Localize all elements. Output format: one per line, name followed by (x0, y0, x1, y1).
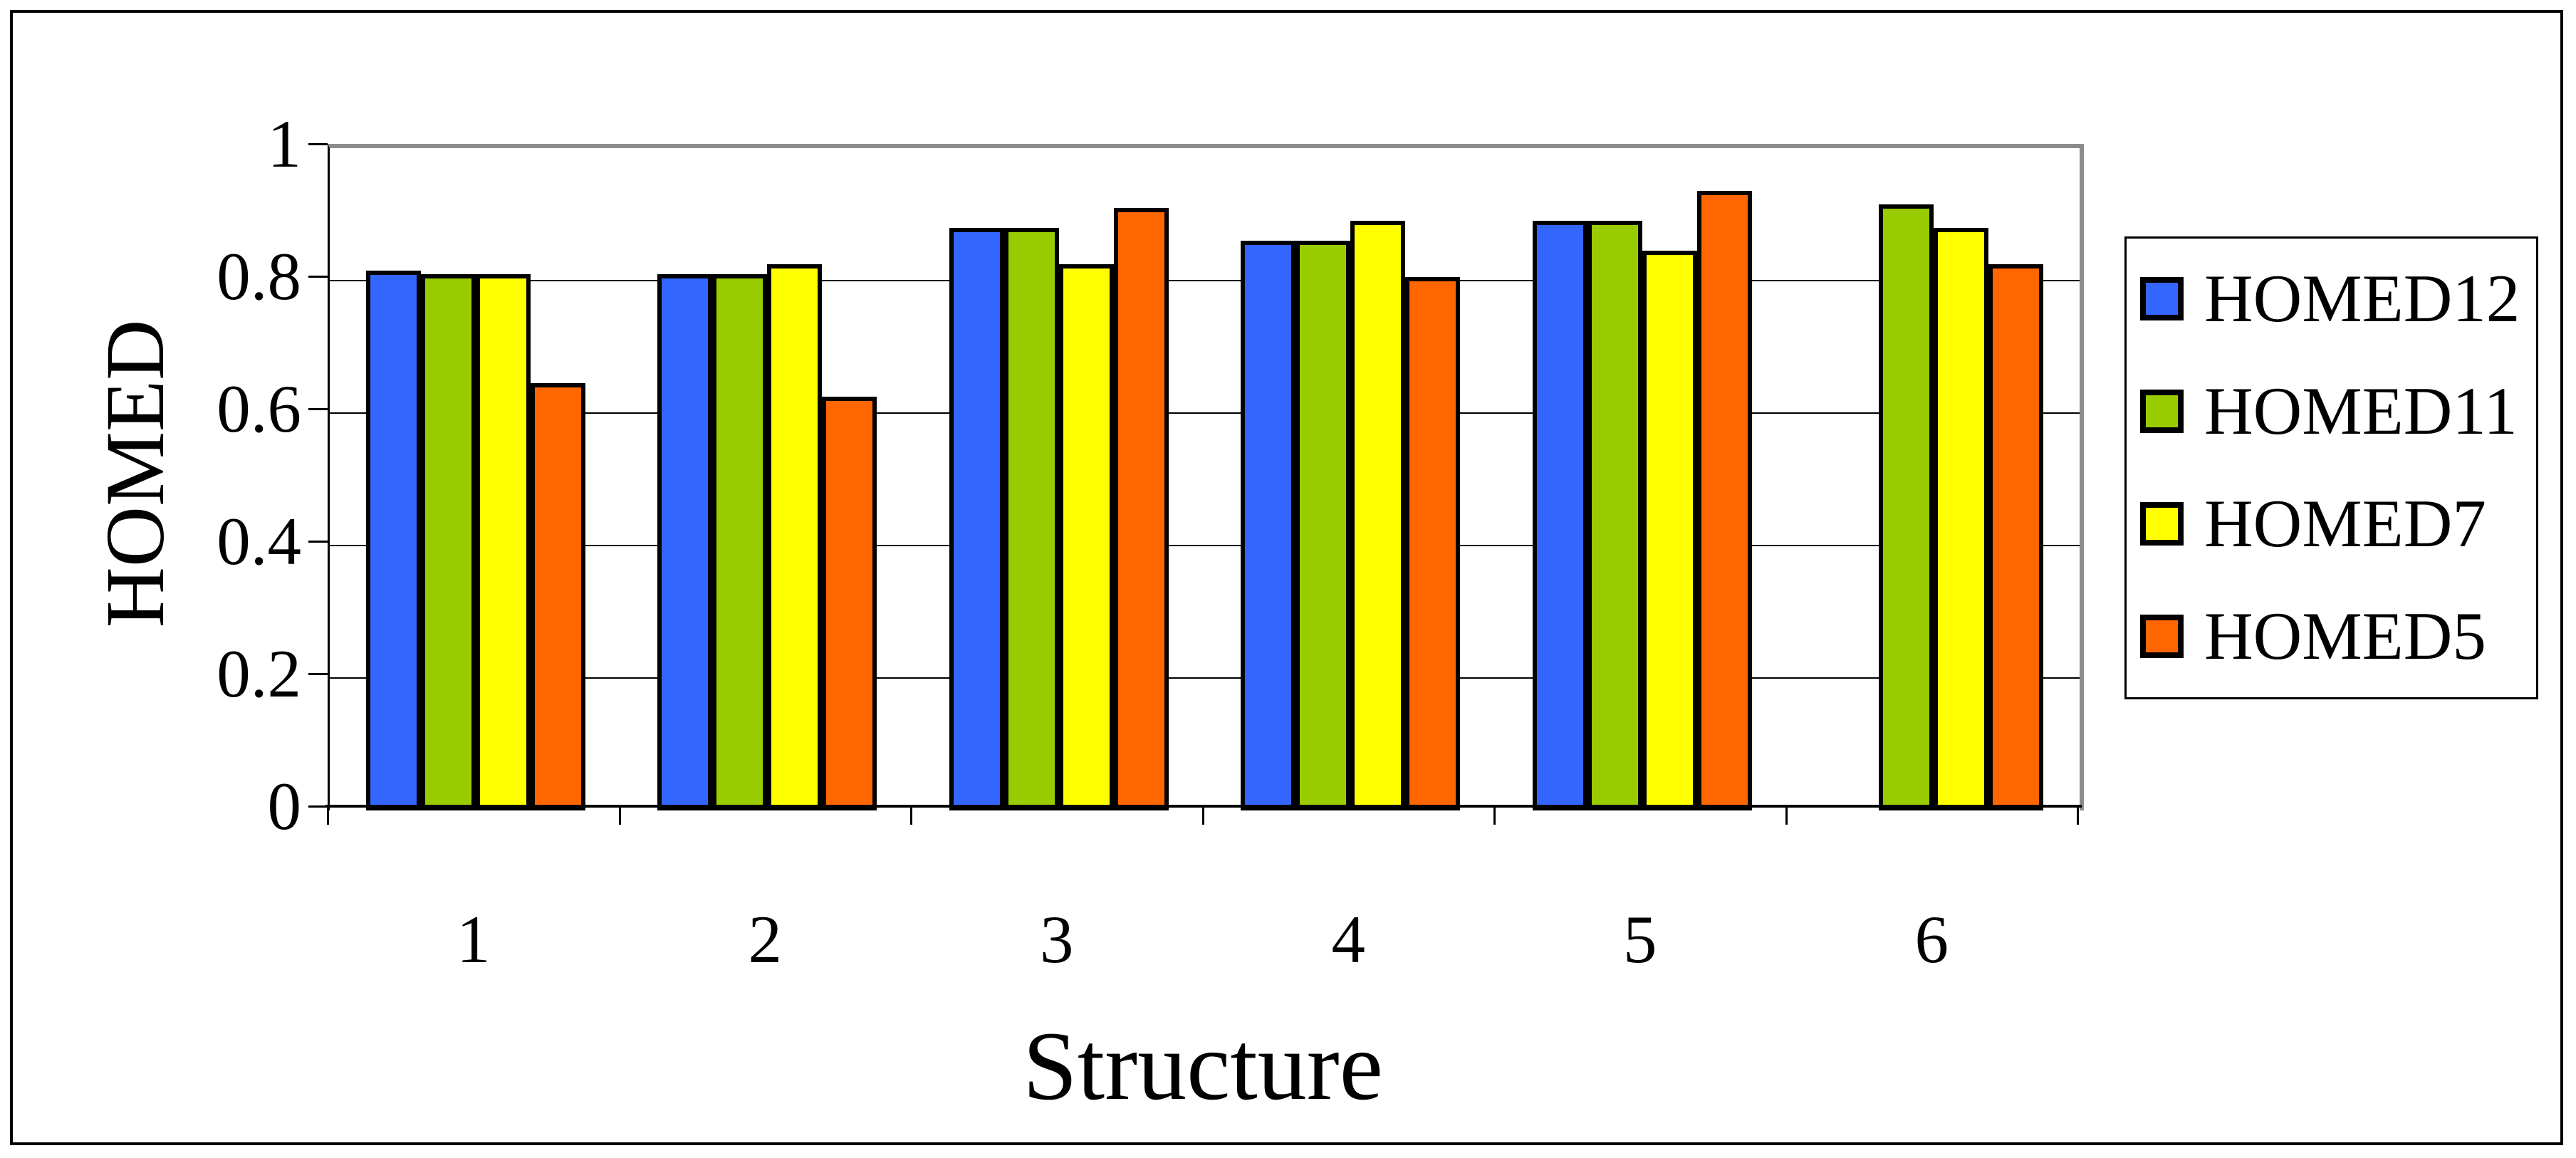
y-tick-label-0.2: 0.2 (217, 636, 301, 711)
bar-homed11-structure-5 (1587, 221, 1642, 810)
y-tick-label-0.6: 0.6 (217, 371, 301, 447)
legend-item-homed7: HOMED7 (2127, 481, 2536, 566)
x-category-label-6: 6 (1914, 902, 1949, 977)
x-category-label-1: 1 (457, 902, 491, 977)
bar-homed11-structure-2 (712, 274, 768, 810)
x-category-label-2: 2 (748, 902, 783, 977)
bar-homed7-structure-5 (1642, 251, 1697, 810)
y-tick-0.4 (308, 541, 328, 543)
y-tick-label-0: 0 (267, 768, 302, 844)
y-tick-0 (308, 805, 328, 808)
y-tick-0.6 (308, 408, 328, 410)
x-tick-6 (2077, 806, 2079, 825)
legend-label-homed5: HOMED5 (2204, 598, 2486, 674)
bar-homed11-structure-4 (1295, 241, 1351, 810)
legend-label-homed7: HOMED7 (2204, 485, 2486, 561)
bar-homed11-structure-6 (1879, 204, 1934, 810)
y-tick-label-0.4: 0.4 (217, 504, 301, 579)
bar-homed5-structure-5 (1696, 191, 1752, 810)
gridline-y-0.6 (330, 412, 2080, 414)
y-tick-0.8 (308, 276, 328, 278)
legend-label-homed12: HOMED12 (2204, 260, 2520, 336)
y-tick-1 (308, 143, 328, 145)
x-category-label-3: 3 (1040, 902, 1074, 977)
x-axis-title: Structure (1023, 1011, 1383, 1120)
bar-homed12-structure-2 (657, 274, 713, 810)
legend-swatch-homed5 (2140, 614, 2184, 658)
bar-homed11-structure-1 (420, 274, 476, 810)
bar-homed12-structure-5 (1532, 221, 1587, 810)
legend-item-homed11: HOMED11 (2127, 368, 2536, 454)
bar-homed12-structure-4 (1241, 241, 1296, 810)
bar-homed7-structure-3 (1058, 264, 1114, 810)
x-tick-0 (327, 806, 329, 825)
x-tick-2 (910, 806, 912, 825)
y-axis-title: HOMED (88, 319, 182, 628)
bar-homed5-structure-1 (530, 383, 585, 810)
bar-homed12-structure-1 (365, 271, 421, 810)
x-category-label-5: 5 (1623, 902, 1657, 977)
bar-homed12-structure-3 (949, 228, 1004, 810)
bar-homed5-structure-2 (822, 397, 877, 810)
plot-area (328, 144, 2084, 810)
gridline-y-0.8 (330, 280, 2080, 281)
y-tick-label-0.8: 0.8 (217, 239, 301, 314)
legend-label-homed11: HOMED11 (2204, 372, 2518, 449)
legend: HOMED12 HOMED11 HOMED7 HOMED5 (2124, 236, 2538, 699)
bar-homed7-structure-6 (1934, 228, 1989, 810)
legend-item-homed5: HOMED5 (2127, 593, 2536, 679)
x-tick-4 (1493, 806, 1496, 825)
legend-swatch-homed7 (2140, 501, 2184, 546)
gridline-y-0.2 (330, 677, 2080, 679)
bar-homed7-structure-4 (1350, 221, 1406, 810)
bar-homed5-structure-3 (1113, 208, 1169, 810)
y-tick-0.2 (308, 673, 328, 675)
legend-item-homed12: HOMED12 (2127, 256, 2536, 341)
legend-swatch-homed11 (2140, 389, 2184, 433)
y-tick-label-1: 1 (267, 106, 302, 182)
x-tick-1 (618, 806, 621, 825)
x-category-label-4: 4 (1331, 902, 1366, 977)
bar-homed11-structure-3 (1003, 228, 1059, 810)
legend-swatch-homed12 (2140, 276, 2184, 320)
bar-homed7-structure-2 (767, 264, 823, 810)
bar-homed5-structure-6 (1988, 264, 2044, 810)
x-tick-5 (1785, 806, 1788, 825)
bar-homed7-structure-1 (475, 274, 531, 810)
x-tick-3 (1201, 806, 1204, 825)
bar-homed5-structure-4 (1405, 277, 1461, 810)
gridline-y-0.4 (330, 545, 2080, 546)
